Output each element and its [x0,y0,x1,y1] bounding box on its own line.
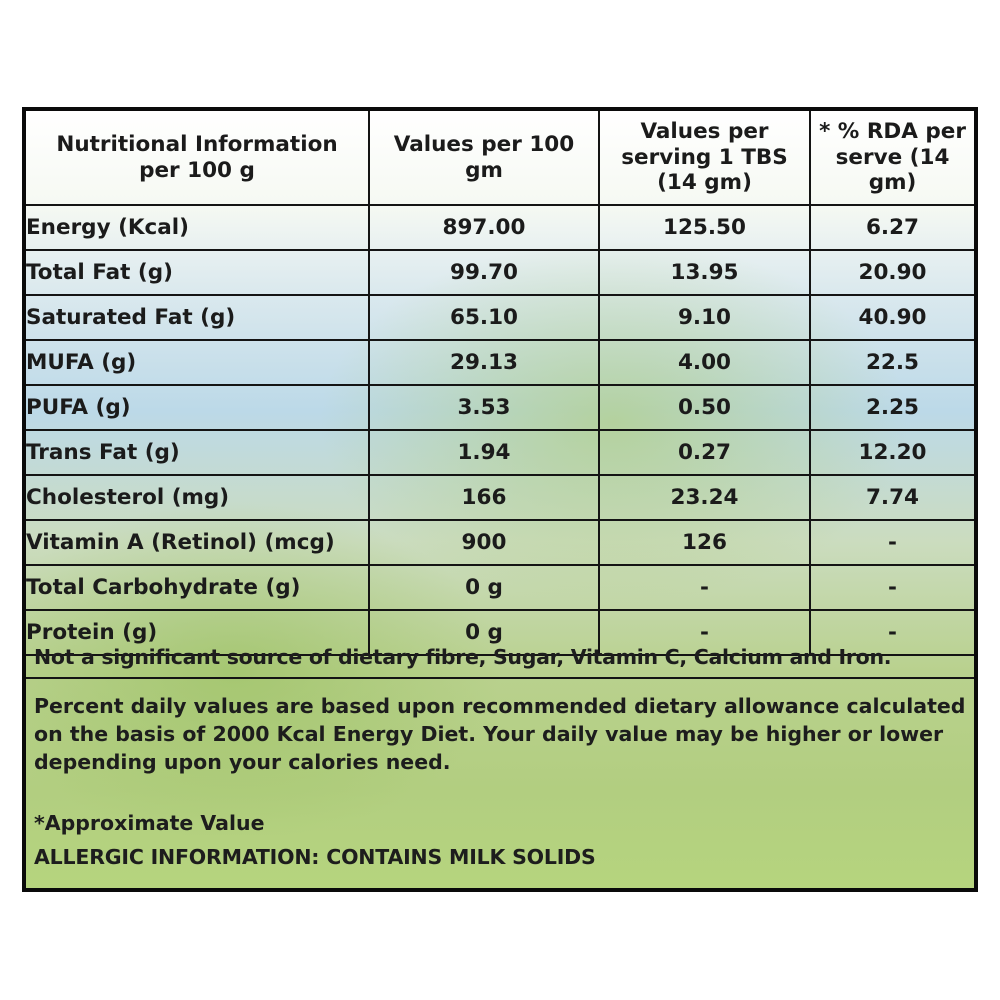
table-header-row: Nutritional Information per 100 g Values… [26,111,974,206]
value-per-serving: 0.27 [598,429,811,476]
nutrient-name: Total Fat (g) [26,249,370,296]
value-per-100: 99.70 [368,249,600,296]
value-per-100: 1.94 [368,429,600,476]
value-per-serving: 4.00 [598,339,811,386]
nutrient-name: Cholesterol (mg) [26,474,370,521]
table-row: PUFA (g) 3.53 0.50 2.25 [26,384,974,431]
value-per-100: 897.00 [368,204,600,251]
nutrient-name: Saturated Fat (g) [26,294,370,341]
table-row: Total Fat (g) 99.70 13.95 20.90 [26,249,974,296]
value-per-serving: 125.50 [598,204,811,251]
approximate-value-note: *Approximate Value [34,811,265,835]
value-per-100: 0 g [368,564,600,611]
nutrient-name: Protein (g) [26,609,370,656]
rda-per-serve: 2.25 [809,384,974,431]
table-row: Saturated Fat (g) 65.10 9.10 40.90 [26,294,974,341]
nutrient-name: Vitamin A (Retinol) (mcg) [26,519,370,566]
table-row: Protein (g) 0 g - - [26,609,974,656]
allergy-information: ALLERGIC INFORMATION: CONTAINS MILK SOLI… [34,845,596,869]
value-per-100: 166 [368,474,600,521]
nutrient-name: PUFA (g) [26,384,370,431]
value-per-serving: 126 [598,519,811,566]
header-nutritional-information: Nutritional Information per 100 g [26,111,370,206]
value-per-100: 3.53 [368,384,600,431]
value-per-100: 29.13 [368,339,600,386]
percent-daily-note: Percent daily values are based upon reco… [34,694,966,774]
rda-per-serve: - [809,609,974,656]
value-per-serving: 9.10 [598,294,811,341]
value-per-serving: 0.50 [598,384,811,431]
rda-per-serve: 7.74 [809,474,974,521]
table-row: Cholesterol (mg) 166 23.24 7.74 [26,474,974,521]
value-per-serving: - [598,609,811,656]
rda-per-serve: 6.27 [809,204,974,251]
value-per-100: 65.10 [368,294,600,341]
table-row: Total Carbohydrate (g) 0 g - - [26,564,974,611]
header-values-per-100: Values per 100 gm [368,111,600,206]
rda-per-serve: 20.90 [809,249,974,296]
notes-divider [26,677,974,679]
value-per-serving: 13.95 [598,249,811,296]
significance-note: Not a significant source of dietary fibr… [34,645,892,669]
table-row: MUFA (g) 29.13 4.00 22.5 [26,339,974,386]
nutrient-name: Trans Fat (g) [26,429,370,476]
header-values-per-serving: Values per serving 1 TBS (14 gm) [598,111,811,206]
rda-per-serve: 22.5 [809,339,974,386]
nutrient-name: Energy (Kcal) [26,204,370,251]
rda-per-serve: - [809,564,974,611]
table-row: Trans Fat (g) 1.94 0.27 12.20 [26,429,974,476]
rda-per-serve: - [809,519,974,566]
rda-per-serve: 40.90 [809,294,974,341]
rda-per-serve: 12.20 [809,429,974,476]
table-row: Energy (Kcal) 897.00 125.50 6.27 [26,204,974,251]
header-rda-per-serve: * % RDA per serve (14 gm) [809,111,974,206]
nutrient-name: MUFA (g) [26,339,370,386]
value-per-serving: - [598,564,811,611]
table-row: Vitamin A (Retinol) (mcg) 900 126 - [26,519,974,566]
nutrition-label: Nutritional Information per 100 g Values… [22,107,978,892]
value-per-100: 0 g [368,609,600,656]
nutrient-name: Total Carbohydrate (g) [26,564,370,611]
nutrition-table: Nutritional Information per 100 g Values… [26,111,974,656]
value-per-serving: 23.24 [598,474,811,521]
value-per-100: 900 [368,519,600,566]
